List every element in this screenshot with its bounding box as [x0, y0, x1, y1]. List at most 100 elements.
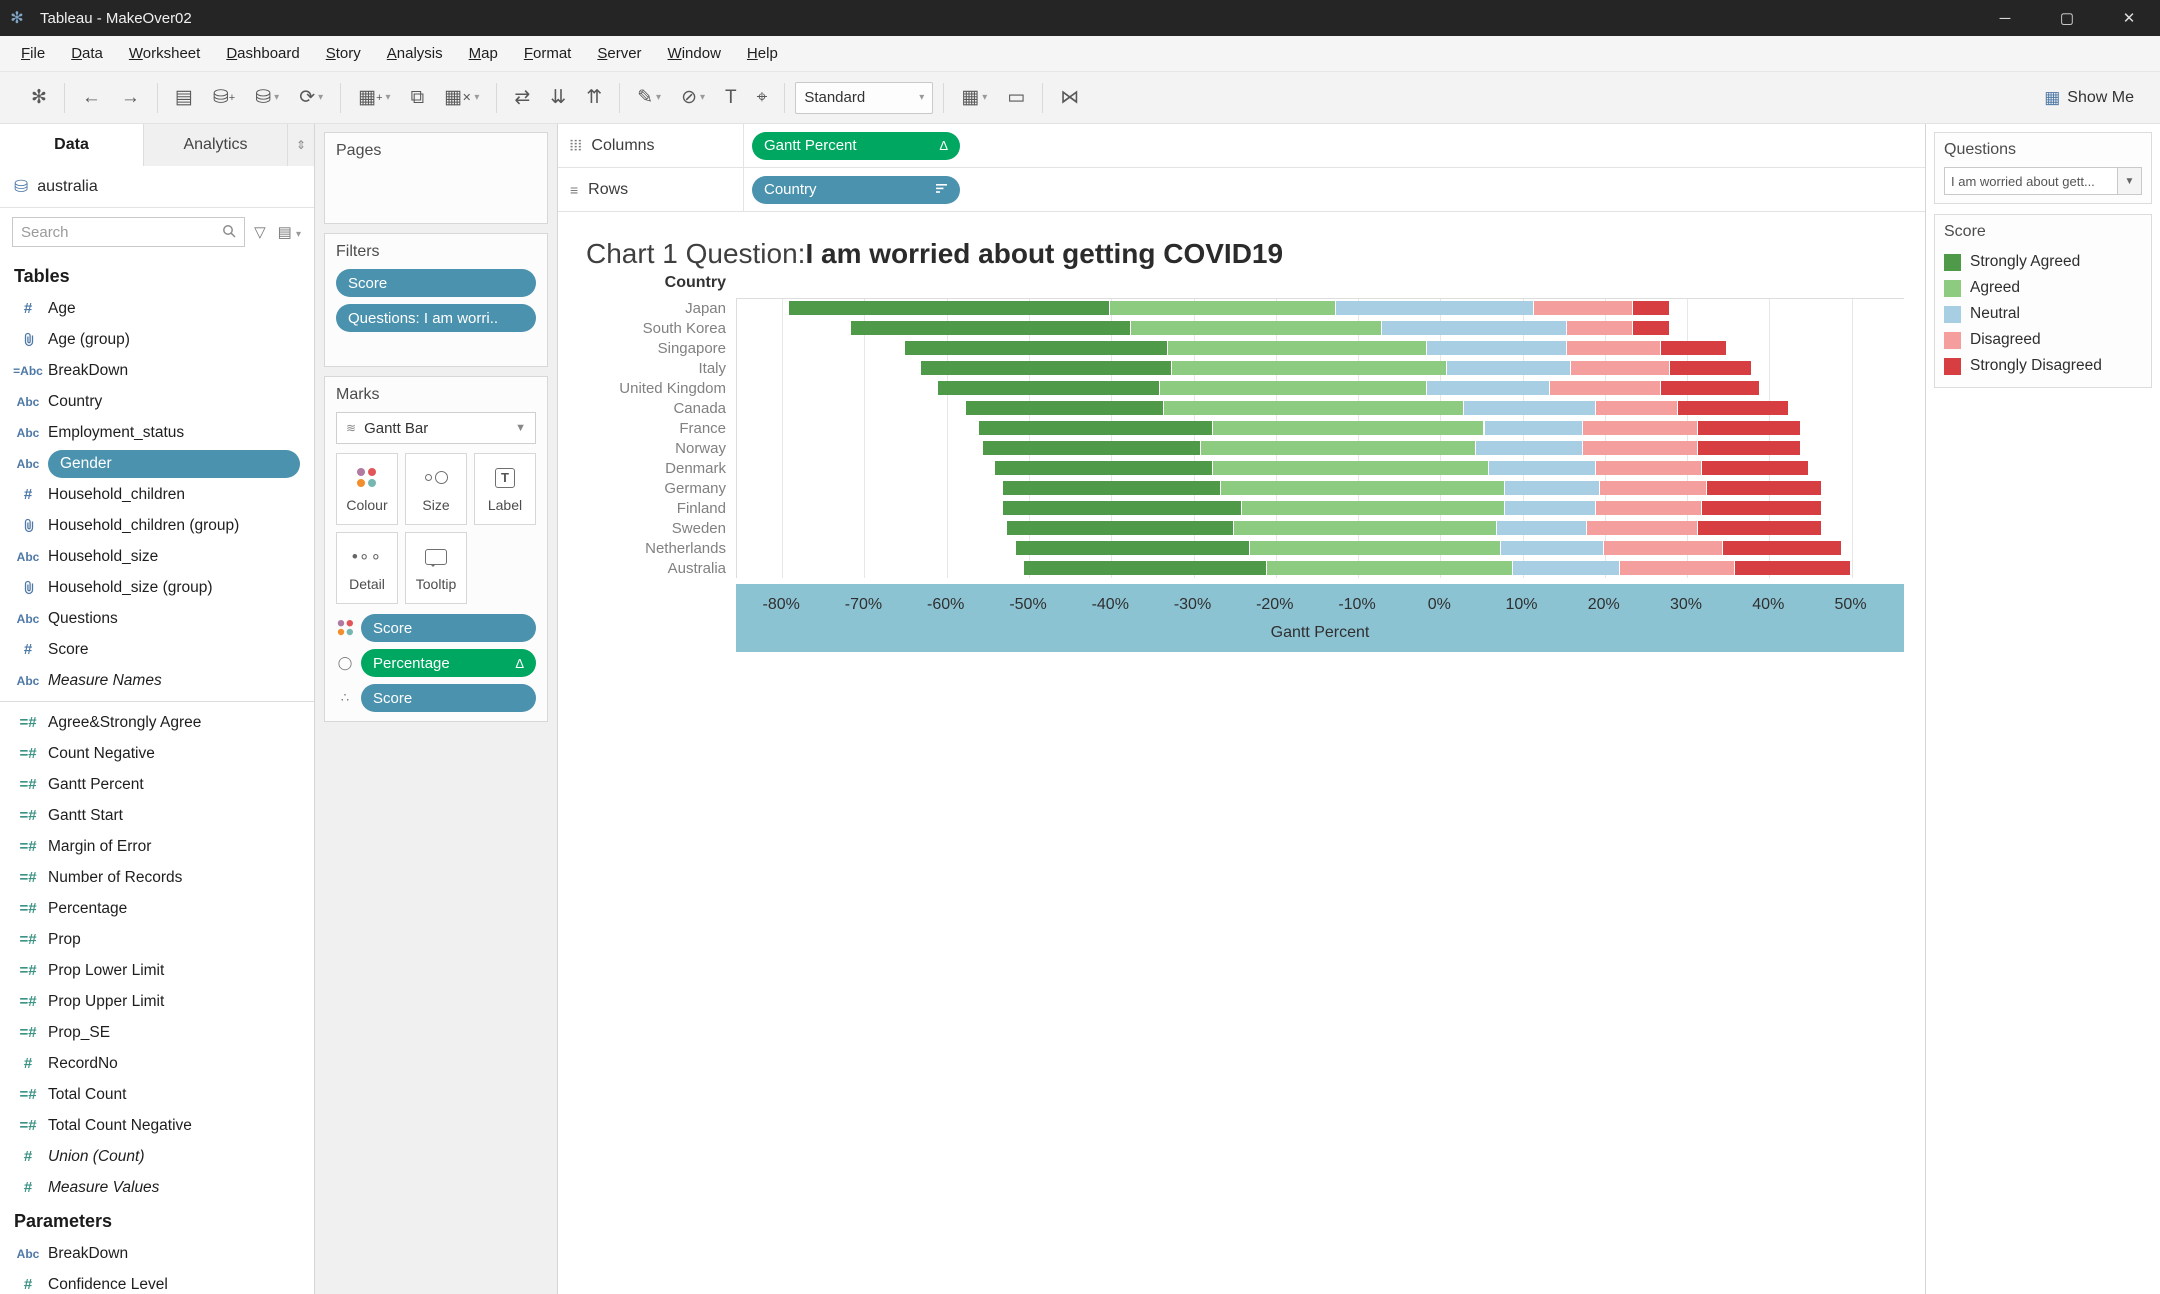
bar-segment-strongly-disagreed[interactable] — [1735, 561, 1850, 575]
bar-segment-disagreed[interactable] — [1595, 461, 1702, 475]
bar-segment-strongly-disagreed[interactable] — [1702, 501, 1821, 515]
legend-item-strongly-disagreed[interactable]: Strongly Disagreed — [1944, 353, 2142, 379]
menu-help[interactable]: Help — [746, 45, 778, 62]
show-me-button[interactable]: ▦ Show Me — [2032, 82, 2146, 114]
bar-segment-strongly-disagreed[interactable] — [1723, 541, 1842, 555]
bar-segment-agreed[interactable] — [1200, 441, 1476, 455]
bar-segment-disagreed[interactable] — [1599, 481, 1706, 495]
x-axis-band[interactable]: -80% -70% -60% -50% -40% -30% -20% -10% 0% 10% 20%… — [736, 584, 1904, 652]
bar-segment-strongly-disagreed[interactable] — [1698, 521, 1821, 535]
field-prop-upper-limit[interactable]: =# Prop Upper Limit — [0, 986, 314, 1017]
field-country[interactable]: Abc Country — [0, 386, 314, 417]
show-hide-cards-icon[interactable]: ▦ ▾ — [954, 83, 994, 112]
show-mark-labels-icon[interactable]: T — [718, 83, 744, 112]
menu-story[interactable]: Story — [325, 45, 361, 62]
pause-auto-updates-icon[interactable]: ⛁ ▾ — [248, 83, 286, 112]
field-union-count[interactable]: # Union (Count) — [0, 1141, 314, 1172]
bar-segment-disagreed[interactable] — [1566, 321, 1632, 335]
label-button[interactable]: T Label — [474, 453, 536, 525]
bar-segment-agreed[interactable] — [1130, 321, 1381, 335]
fit-selector[interactable]: Standard ▾ — [795, 81, 934, 114]
country-label-united-kingdom[interactable]: United Kingdom — [619, 379, 726, 397]
bar-segment-neutral[interactable] — [1463, 401, 1595, 415]
tab-data[interactable]: Data — [0, 124, 144, 166]
bar-segment-strongly-agreed[interactable] — [1003, 501, 1241, 515]
bar-segment-strongly-disagreed[interactable] — [1698, 421, 1801, 435]
clear-sheet-icon[interactable]: ▦ ✕ ▾ — [437, 83, 486, 112]
bar-segment-strongly-agreed[interactable] — [1007, 521, 1233, 535]
menu-analysis[interactable]: Analysis — [386, 45, 443, 62]
bar-segment-agreed[interactable] — [1159, 381, 1426, 395]
minimize-button[interactable]: ─ — [1999, 9, 2011, 27]
field-total-count-negative[interactable]: =# Total Count Negative — [0, 1110, 314, 1141]
field-measure-values[interactable]: # Measure Values — [0, 1172, 314, 1203]
menu-worksheet[interactable]: Worksheet — [128, 45, 201, 62]
bar-segment-agreed[interactable] — [1213, 421, 1484, 435]
bar-segment-strongly-disagreed[interactable] — [1632, 301, 1669, 315]
country-label-south-korea[interactable]: South Korea — [642, 319, 726, 337]
undo-icon[interactable]: ← — [75, 83, 108, 112]
filter-pill-questions-i-am-worri[interactable]: Questions: I am worri.. — [336, 304, 536, 332]
bar-segment-neutral[interactable] — [1496, 521, 1587, 535]
country-label-netherlands[interactable]: Netherlands — [645, 539, 726, 557]
bar-segment-neutral[interactable] — [1513, 561, 1620, 575]
bar-segment-strongly-agreed[interactable] — [937, 381, 1159, 395]
bar-segment-strongly-agreed[interactable] — [1023, 561, 1266, 575]
bar-segment-neutral[interactable] — [1336, 301, 1533, 315]
columns-pill-gantt-percent[interactable]: Gantt Percent Δ — [752, 131, 960, 160]
field-measure-names[interactable]: Abc Measure Names — [0, 665, 314, 696]
bar-segment-agreed[interactable] — [1110, 301, 1336, 315]
field-total-count[interactable]: =# Total Count — [0, 1079, 314, 1110]
country-label-germany[interactable]: Germany — [664, 479, 726, 497]
view-options-icon[interactable]: ▤ ▾ — [277, 224, 301, 241]
bar-segment-strongly-disagreed[interactable] — [1706, 481, 1821, 495]
country-label-finland[interactable]: Finland — [676, 499, 726, 517]
run-auto-updates-icon[interactable]: ⟳ ▾ — [292, 83, 330, 112]
legend-item-disagreed[interactable]: Disagreed — [1944, 327, 2142, 353]
bar-segment-agreed[interactable] — [1221, 481, 1505, 495]
columns-shelf[interactable]: ⦙⦙⦙ Columns Gantt Percent Δ — [558, 124, 1925, 168]
country-label-australia[interactable]: Australia — [667, 559, 726, 577]
fix-axes-icon[interactable]: ⌖ — [750, 83, 775, 112]
bar-segment-agreed[interactable] — [1233, 521, 1496, 535]
bar-segment-neutral[interactable] — [1426, 381, 1550, 395]
marks-pill-score[interactable]: Score — [361, 614, 536, 642]
field-count-negative[interactable]: =# Count Negative — [0, 738, 314, 769]
rows-pill-country[interactable]: Country — [752, 175, 960, 204]
bar-segment-disagreed[interactable] — [1620, 561, 1735, 575]
field-breakdown[interactable]: =Abc BreakDown — [0, 355, 314, 386]
bar-segment-strongly-disagreed[interactable] — [1702, 461, 1809, 475]
bar-segment-agreed[interactable] — [1171, 361, 1447, 375]
menu-data[interactable]: Data — [71, 45, 103, 62]
bar-segment-disagreed[interactable] — [1583, 441, 1698, 455]
bar-segment-strongly-disagreed[interactable] — [1677, 401, 1788, 415]
bar-segment-agreed[interactable] — [1250, 541, 1500, 555]
bar-segment-strongly-agreed[interactable] — [904, 341, 1167, 355]
country-label-denmark[interactable]: Denmark — [665, 459, 726, 477]
sort-descending-icon[interactable]: ⇈ — [579, 83, 609, 112]
field-household-children[interactable]: # Household_children — [0, 479, 314, 510]
country-label-canada[interactable]: Canada — [673, 399, 726, 417]
country-label-france[interactable]: France — [679, 419, 726, 437]
field-gantt-start[interactable]: =# Gantt Start — [0, 800, 314, 831]
field-household-size-group[interactable]: Household_size (group) — [0, 572, 314, 603]
highlight-icon[interactable]: ✎ ▾ — [630, 83, 668, 112]
bar-segment-neutral[interactable] — [1476, 441, 1583, 455]
bar-segment-strongly-disagreed[interactable] — [1661, 381, 1760, 395]
bar-segment-strongly-disagreed[interactable] — [1669, 361, 1751, 375]
bar-segment-disagreed[interactable] — [1595, 501, 1702, 515]
bar-segment-strongly-agreed[interactable] — [966, 401, 1163, 415]
bar-segment-disagreed[interactable] — [1603, 541, 1723, 555]
marks-pill-score[interactable]: Score — [361, 684, 536, 712]
bar-segment-agreed[interactable] — [1266, 561, 1513, 575]
field-gantt-percent[interactable]: =# Gantt Percent — [0, 769, 314, 800]
filter-pill-score[interactable]: Score — [336, 269, 536, 297]
field-agree-strongly-agree[interactable]: =# Agree&Strongly Agree — [0, 707, 314, 738]
bar-segment-neutral[interactable] — [1426, 341, 1566, 355]
bar-segment-strongly-agreed[interactable] — [1015, 541, 1250, 555]
field-gender[interactable]: Abc Gender — [0, 448, 314, 479]
save-icon[interactable]: ▤ — [168, 83, 200, 112]
pane-minimize-icon[interactable]: ⇕ — [288, 124, 314, 166]
bar-segment-strongly-disagreed[interactable] — [1661, 341, 1727, 355]
bar-segment-neutral[interactable] — [1381, 321, 1566, 335]
